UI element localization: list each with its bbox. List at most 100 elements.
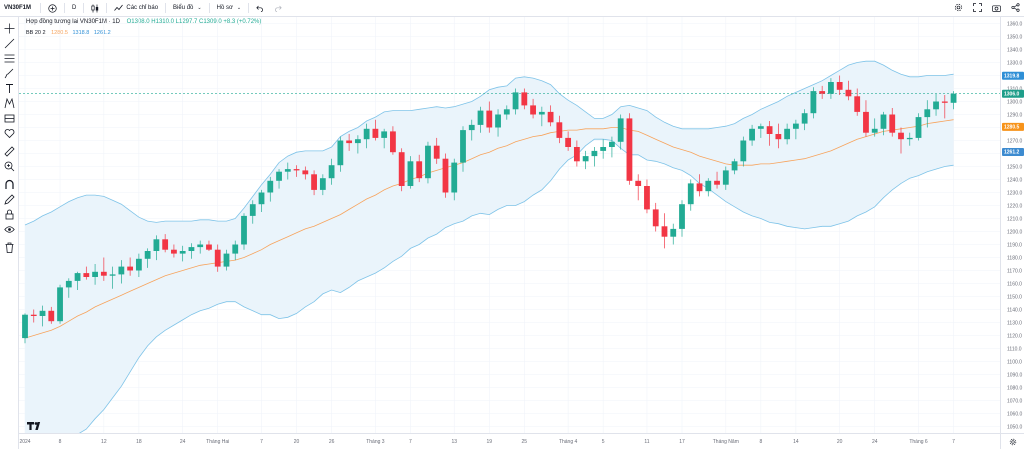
- candle[interactable]: [433, 137, 440, 164]
- candle[interactable]: [609, 136, 615, 158]
- candle[interactable]: [652, 202, 659, 232]
- candle[interactable]: [328, 158, 335, 185]
- candlestick-chart[interactable]: [19, 17, 1000, 433]
- profile-menu-button[interactable]: Hồ sơ ⌄: [212, 0, 246, 17]
- candle[interactable]: [258, 189, 265, 212]
- candle[interactable]: [460, 126, 466, 172]
- candle[interactable]: [477, 106, 484, 133]
- crosshair-tool[interactable]: [3, 22, 16, 35]
- candle[interactable]: [854, 88, 861, 116]
- candle[interactable]: [109, 266, 116, 289]
- candle[interactable]: [503, 105, 510, 120]
- candle[interactable]: [346, 134, 353, 151]
- fullscreen-button[interactable]: [973, 3, 982, 14]
- candle[interactable]: [144, 248, 151, 268]
- zoom-tool[interactable]: [3, 160, 16, 173]
- candle[interactable]: [731, 158, 738, 175]
- candle[interactable]: [197, 240, 204, 254]
- drawing-mode-tool[interactable]: [3, 193, 16, 206]
- candle[interactable]: [249, 200, 256, 224]
- candle[interactable]: [906, 132, 913, 146]
- candle[interactable]: [398, 148, 405, 192]
- shapes-tool[interactable]: [3, 127, 16, 140]
- candle[interactable]: [232, 240, 239, 261]
- undo-button[interactable]: [251, 0, 269, 17]
- candle[interactable]: [100, 257, 107, 281]
- candle[interactable]: [757, 123, 764, 138]
- candle[interactable]: [302, 166, 309, 180]
- bollinger-legend[interactable]: BB 20 2 1280.5 1318.8 1261.2: [26, 30, 111, 36]
- candle[interactable]: [784, 123, 791, 145]
- candle[interactable]: [188, 243, 195, 259]
- candle[interactable]: [179, 245, 186, 262]
- candle[interactable]: [118, 260, 125, 284]
- candle[interactable]: [863, 100, 869, 137]
- candle[interactable]: [425, 141, 431, 184]
- candle[interactable]: [92, 264, 98, 285]
- candle[interactable]: [241, 213, 247, 250]
- candle[interactable]: [442, 153, 449, 198]
- candle[interactable]: [792, 119, 799, 140]
- candle[interactable]: [547, 105, 554, 127]
- candle[interactable]: [162, 234, 169, 253]
- candle[interactable]: [766, 121, 773, 146]
- candle[interactable]: [214, 244, 221, 272]
- candle[interactable]: [696, 174, 703, 197]
- candle[interactable]: [635, 174, 642, 201]
- time-axis[interactable]: 2024 8 12 18 24 Tháng Hai 7 20 26 Tháng 3 7 13 19 25 T…: [19, 433, 1000, 449]
- candle[interactable]: [416, 154, 423, 183]
- candle[interactable]: [48, 306, 55, 324]
- candle[interactable]: [950, 91, 957, 110]
- lock-tool[interactable]: [3, 208, 16, 221]
- prediction-tool[interactable]: [3, 112, 16, 125]
- candle[interactable]: [749, 124, 755, 146]
- candle[interactable]: [775, 123, 782, 149]
- chart-type-button[interactable]: [86, 0, 104, 17]
- fib-tool[interactable]: [3, 52, 16, 65]
- price-axis[interactable]: 1360.01350.01340.01330.01320.01310.01300…: [1000, 17, 1024, 433]
- candle[interactable]: [679, 200, 685, 237]
- brush-tool[interactable]: [3, 67, 16, 80]
- candle[interactable]: [381, 128, 388, 149]
- candle[interactable]: [617, 114, 624, 150]
- candle[interactable]: [538, 106, 545, 127]
- candle[interactable]: [819, 85, 826, 99]
- candle[interactable]: [836, 75, 843, 96]
- candle[interactable]: [521, 88, 528, 110]
- candle[interactable]: [372, 119, 379, 141]
- candle[interactable]: [363, 123, 370, 149]
- remove-drawings-tool[interactable]: [3, 241, 16, 254]
- indicators-button[interactable]: Các chỉ báo: [109, 0, 163, 17]
- candle[interactable]: [267, 176, 274, 202]
- candle[interactable]: [30, 309, 37, 323]
- candle[interactable]: [705, 178, 712, 197]
- candle[interactable]: [171, 244, 177, 258]
- candle[interactable]: [915, 113, 922, 141]
- candle[interactable]: [135, 253, 142, 277]
- candle[interactable]: [206, 240, 212, 251]
- candle[interactable]: [451, 158, 458, 201]
- candle[interactable]: [293, 165, 300, 177]
- settings-button[interactable]: [954, 3, 963, 14]
- candle[interactable]: [600, 139, 607, 159]
- trend-line-tool[interactable]: [3, 37, 16, 50]
- candle[interactable]: [801, 109, 808, 131]
- measure-tool[interactable]: [3, 145, 16, 158]
- candle[interactable]: [573, 140, 580, 167]
- candle[interactable]: [495, 109, 501, 137]
- redo-button[interactable]: [269, 0, 287, 17]
- candle[interactable]: [898, 127, 904, 154]
- candle[interactable]: [556, 115, 563, 144]
- candle[interactable]: [644, 179, 650, 214]
- candle[interactable]: [530, 98, 536, 119]
- candle[interactable]: [828, 78, 834, 99]
- chart-menu-button[interactable]: Biểu đồ ⌄: [168, 0, 207, 17]
- visibility-tool[interactable]: [3, 223, 16, 236]
- candle[interactable]: [941, 95, 948, 119]
- candle[interactable]: [591, 147, 598, 167]
- axis-corner-button[interactable]: [1000, 433, 1024, 449]
- candle[interactable]: [65, 278, 72, 298]
- share-button[interactable]: [1011, 3, 1020, 14]
- candle[interactable]: [687, 179, 694, 211]
- candle[interactable]: [871, 118, 878, 137]
